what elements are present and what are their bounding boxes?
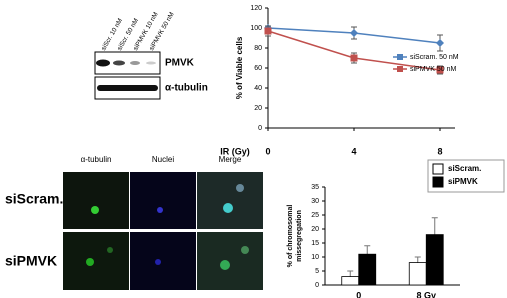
row-label: siScram. (5, 191, 63, 207)
legend-label: siScram. 50 nM (410, 54, 459, 61)
bar (341, 276, 360, 286)
y-tick-label: 35 (311, 184, 319, 191)
y-tick-label: 80 (254, 45, 262, 52)
x-tick-label: 4 (351, 146, 356, 156)
y-tick-label: 20 (254, 105, 262, 112)
marker (350, 54, 358, 62)
error-bar (414, 256, 421, 263)
legend-marker (397, 54, 403, 60)
y-tick-label: 30 (311, 198, 319, 205)
cell (223, 203, 233, 213)
column-label: Nuclei (152, 155, 174, 164)
y-tick-label: 40 (254, 85, 262, 92)
band-label: PMVK (165, 58, 195, 69)
band (146, 61, 156, 65)
y-tick-label: 15 (311, 240, 319, 247)
cell (86, 258, 94, 266)
y-tick-label: 25 (311, 212, 319, 219)
y-axis-label: % of Viable cells (235, 36, 244, 99)
y-tick-label: 120 (250, 5, 262, 12)
x-tick-label: 8 Gy (416, 290, 436, 298)
legend-marker (397, 66, 403, 72)
band (97, 85, 158, 91)
cell (157, 207, 163, 213)
y-tick-label: 0 (258, 125, 262, 132)
marker (436, 39, 444, 47)
image (197, 232, 263, 290)
error-bar (431, 217, 438, 235)
legend-label: siPMVK 50 nM (410, 66, 456, 73)
y-tick-label: 0 (315, 282, 319, 289)
bar (408, 262, 427, 286)
blot: PMVK α-tubulin siScr. 10 nM siScr. 50 nM… (94, 11, 208, 100)
x-tick-label: 8 (437, 146, 442, 156)
cell (241, 246, 249, 254)
microscopy: α-tubulin Nuclei Merge siScram. siPMVK (5, 155, 263, 290)
image (63, 172, 129, 229)
y-tick-label: 100 (250, 25, 262, 32)
y-axis-label: % of chromosomal (287, 205, 294, 268)
column-label: Merge (219, 155, 242, 164)
marker (264, 27, 272, 35)
cell (236, 184, 244, 192)
image (130, 232, 196, 290)
legend-label: siPMVK (448, 177, 478, 186)
marker (436, 66, 444, 74)
legend-swatch (432, 163, 444, 175)
blot-panel (94, 51, 161, 75)
image (63, 232, 129, 290)
y-tick-label: 10 (311, 254, 319, 261)
bar (425, 234, 444, 286)
image (197, 172, 263, 229)
error-bar (347, 270, 354, 277)
x-tick-label: 0 (356, 290, 361, 298)
cell (155, 259, 161, 265)
y-tick-label: 5 (315, 268, 319, 275)
band (113, 60, 125, 66)
y-axis-label: missegregation (296, 210, 303, 262)
marker (350, 29, 358, 37)
column-label: α-tubulin (81, 155, 112, 164)
y-tick-label: 60 (254, 65, 262, 72)
legend-swatch (432, 176, 444, 188)
error-bar (364, 245, 371, 255)
cell (107, 247, 113, 253)
row-label: siPMVK (5, 253, 57, 269)
cell (91, 206, 99, 214)
x-axis-label: IR (Gy) (220, 146, 250, 156)
band-label: α-tubulin (165, 83, 208, 94)
legend-label: siScram. (448, 164, 481, 173)
cell (220, 260, 230, 270)
band (130, 61, 140, 65)
bar (358, 253, 377, 286)
x-tick-label: 0 (265, 146, 270, 156)
y-tick-label: 20 (311, 226, 319, 233)
image (130, 172, 196, 229)
band (96, 59, 110, 67)
